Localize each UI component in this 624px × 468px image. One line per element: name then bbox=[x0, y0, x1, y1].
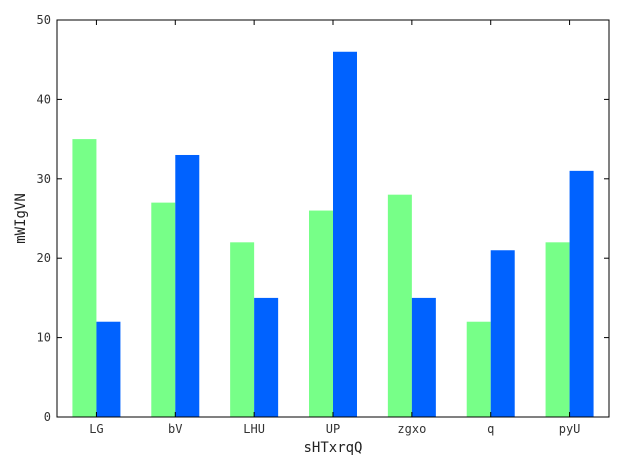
y-tick-label: 0 bbox=[44, 410, 51, 424]
bar-series2-q bbox=[490, 250, 515, 417]
bar-series2-pyU bbox=[569, 170, 594, 417]
y-axis-label: mWIgVN bbox=[13, 193, 29, 244]
ticks-layer: 0 10 20 30 40 50 LG bV LHU UP zgxo q pyU bbox=[37, 13, 609, 436]
x-tick-label: pyU bbox=[559, 422, 581, 436]
x-axis-label: sHTxrqQ bbox=[303, 440, 362, 456]
bar-series2-zgxo bbox=[411, 297, 436, 417]
y-tick-label: 30 bbox=[37, 172, 51, 186]
bar-series2-LHU bbox=[254, 297, 279, 417]
bar-series2-bV bbox=[175, 154, 200, 418]
bar-series1-LG bbox=[72, 139, 97, 417]
bar-series1-LHU bbox=[230, 242, 255, 417]
bar-series1-bV bbox=[151, 202, 176, 417]
x-tick-label: LHU bbox=[243, 422, 265, 436]
bar-series1-q bbox=[466, 321, 491, 417]
bar-series1-pyU bbox=[545, 242, 570, 417]
y-tick-label: 10 bbox=[37, 331, 51, 345]
y-tick-label: 50 bbox=[37, 13, 51, 27]
bar-series1-zgxo bbox=[387, 194, 412, 417]
x-tick-label: bV bbox=[168, 422, 182, 436]
x-tick-label: zgxo bbox=[397, 422, 426, 436]
x-tick-label: UP bbox=[326, 422, 340, 436]
bar-series2-LG bbox=[96, 321, 121, 417]
y-tick-label: 20 bbox=[37, 251, 51, 265]
x-tick-label: LG bbox=[89, 422, 103, 436]
y-tick-label: 40 bbox=[37, 92, 51, 106]
bar-series1-UP bbox=[309, 210, 333, 417]
x-tick-label: q bbox=[487, 422, 494, 436]
bar-series2-UP bbox=[333, 51, 357, 417]
bars-layer bbox=[72, 51, 594, 418]
